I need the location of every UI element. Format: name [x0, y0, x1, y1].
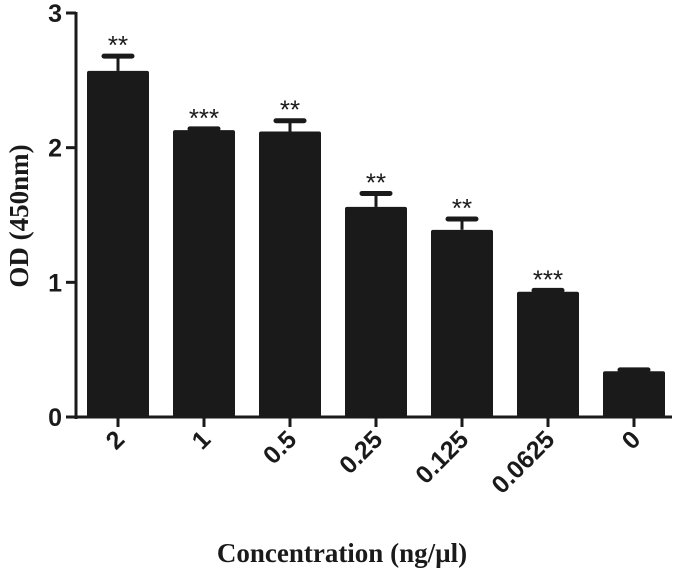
x-tick-label: 0 — [617, 425, 647, 455]
bar — [603, 371, 665, 417]
x-tick-label: 0.125 — [410, 425, 474, 489]
y-axis-label: OD (450nm) — [4, 144, 34, 287]
significance-label: ** — [108, 30, 128, 60]
significance-label: ** — [366, 167, 386, 197]
significance-label: ** — [452, 193, 472, 223]
y-tick-label: 2 — [48, 135, 62, 163]
x-tick-label: 1 — [187, 425, 217, 455]
x-axis-label: Concentration (ng/µl) — [217, 538, 467, 568]
significance-label: *** — [533, 264, 563, 294]
x-tick-label: 0.25 — [334, 425, 388, 479]
x-tick-label: 2 — [101, 425, 131, 455]
bar — [517, 291, 579, 417]
x-tick-label: 0.0625 — [486, 425, 560, 499]
x-tick-label: 0.5 — [258, 425, 302, 469]
y-tick-label: 3 — [48, 0, 62, 28]
bar — [259, 131, 321, 418]
bar — [87, 70, 149, 417]
bar — [173, 130, 235, 417]
y-tick-label: 0 — [48, 404, 62, 432]
significance-label: *** — [189, 103, 219, 133]
bar — [431, 229, 493, 417]
bar — [345, 206, 407, 417]
significance-label: ** — [280, 95, 300, 125]
y-tick-label: 1 — [48, 269, 62, 297]
